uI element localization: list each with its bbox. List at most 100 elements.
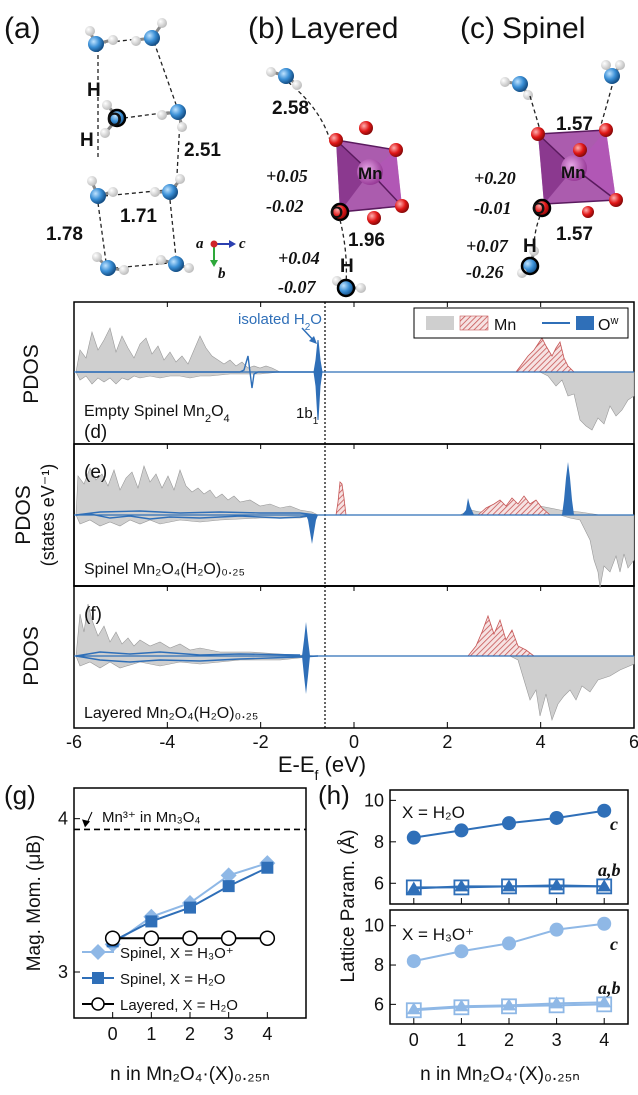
pdos-f-system: Layered Mn₂O₄(H₂O)₀.₂₅ <box>84 705 258 722</box>
y-axis-title-g: Mag. Mom. (μB) <box>24 835 45 972</box>
pdos-y-label-e: PDOS <box>12 485 35 545</box>
h-top-y-tick-1: 8 <box>374 832 384 852</box>
h-top-point-2-1 <box>453 879 470 896</box>
axis-a-label: a <box>196 236 204 252</box>
legend-g-item-1: Spinel, X = H₂O <box>82 971 225 988</box>
panel-label-f: (f) <box>84 604 102 625</box>
panel-label-h: (h) <box>318 780 350 810</box>
charge-b-3: +0.04 <box>278 248 320 268</box>
g-x-tick-1: 1 <box>146 1024 156 1044</box>
h-bottom-x-tick-1: 1 <box>456 1030 466 1050</box>
legend-ow-swatch <box>576 316 594 330</box>
h-top-y-tick-2: 10 <box>364 790 384 810</box>
y-axis-title-h: Lattice Param. (Å) <box>338 829 359 982</box>
pdos-x-tick-2: -2 <box>253 732 269 752</box>
h-top-point-0-1 <box>454 823 469 838</box>
distance-b-1: 2.58 <box>272 98 309 119</box>
h-bottom-point-0-3 <box>549 922 564 937</box>
g-x-tick-4: 4 <box>262 1024 272 1044</box>
pdos-d: (d) Empty Spinel Mn2O4 isolated H2O 1b1 … <box>74 307 635 443</box>
pdos-x-tick-1: -4 <box>159 732 175 752</box>
pdos-x-axis: -6 -4 -2 0 2 4 6 <box>66 302 638 752</box>
pdos-y-label-d: PDOS <box>20 344 43 404</box>
ow-peak-e-1 <box>306 515 318 544</box>
charge-c-3: +0.07 <box>466 236 509 256</box>
h-bottom-point-2-3 <box>548 997 565 1014</box>
pdos-f: (f) Layered Mn₂O₄(H₂O)₀.₂₅ <box>74 603 635 722</box>
g-point-2-1 <box>143 930 160 947</box>
legend-g-item-2: Layered, X = H₂O <box>82 997 238 1014</box>
h-top-point-0-2 <box>502 816 516 831</box>
panel-label-b: (b) <box>248 12 285 45</box>
water-molecules <box>85 18 194 276</box>
h-bottom-point-0-2 <box>502 936 516 951</box>
octahedron-b <box>329 121 409 225</box>
h-bottom-point-2-1 <box>453 999 470 1016</box>
h-top-point-0-3 <box>549 810 564 825</box>
g-point-1-1 <box>145 915 158 928</box>
distance-c-1: 1.57 <box>556 114 593 135</box>
panel-g-magnetic-moment: (g) 3 4 0 1 2 3 4 Mn³⁺ in Mn₃O₄ Mag. Mom. (μB)… <box>4 780 307 1085</box>
h-bottom-ab-label: a,b <box>598 978 621 998</box>
ow-peak-f <box>302 622 310 694</box>
h-top-title: X = H₂O <box>402 803 465 822</box>
chart-marks-h: 6 8 10 6 8 10 0 1 2 3 4 <box>364 790 613 1050</box>
pdos-x-axis-title: E-Ef (eV) <box>278 752 366 783</box>
h-top-point-2-4 <box>596 878 613 895</box>
atom-label-h1: H <box>87 80 101 101</box>
atom-label-mn-b: Mn <box>358 164 383 183</box>
distance-c-2: 1.57 <box>556 224 593 245</box>
atom-label-h-b: H <box>340 256 354 277</box>
charge-b-1: +0.05 <box>266 166 308 186</box>
panel-c: (c) Spinel 1.57 1.57 Mn O H <box>460 12 625 282</box>
pdos-e-system: Spinel Mn₂O₄(H₂O)₀.₂₅ <box>84 561 245 578</box>
pdos-legend: Mn Ow <box>413 307 629 339</box>
h-bottom-y-tick-0: 6 <box>374 994 384 1014</box>
legend-g-label-0: Spinel, X = H₃O⁺ <box>120 945 234 962</box>
h-bottom-series-line-2 <box>413 1003 605 1012</box>
atom-label-mn-c: Mn <box>561 163 586 182</box>
panel-label-d: (d) <box>84 422 107 443</box>
isolated-water-annotation: isolated H2O <box>238 311 322 333</box>
h-bottom-point-0-0 <box>406 954 421 969</box>
h-top-c-label: c <box>610 814 618 834</box>
distance-b-2: 1.96 <box>348 230 385 251</box>
pdos-x-tick-0: -6 <box>66 732 82 752</box>
chart-marks-g: 3 4 0 1 2 3 4 <box>58 809 306 1044</box>
h-top-point-0-4 <box>597 803 612 818</box>
charge-c-4: -0.26 <box>466 262 504 282</box>
atom-label-o: O <box>107 110 122 131</box>
atom-label-h-c: H <box>523 236 537 257</box>
h-bottom-point-2-0 <box>405 1002 422 1019</box>
panel-b: (b) Layered 2.58 1.96 Mn O H +0.05 <box>248 12 409 298</box>
h-bottom-point-2-4 <box>596 996 613 1013</box>
mn-pdos-e <box>476 495 552 516</box>
h-bottom-x-tick-3: 3 <box>552 1030 562 1050</box>
h-top-point-2-2 <box>501 878 517 895</box>
h-bottom-point-2-2 <box>501 998 517 1015</box>
ow-peak-e-2 <box>562 462 574 515</box>
distance-a-1: 2.51 <box>184 140 221 161</box>
atom-label-o-b: O <box>330 203 343 222</box>
h-bottom-y-tick-2: 10 <box>364 916 384 936</box>
g-point-1-4 <box>261 861 274 874</box>
octahedron-c <box>531 123 623 218</box>
legend-ow-label: Ow <box>598 315 618 334</box>
panel-h-lattice-parameters: (h) 6 8 10 6 8 10 0 1 2 3 4 X = H₂O X = H₃O⁺ c a,b… <box>318 780 629 1085</box>
g-point-2-3 <box>220 930 237 947</box>
panel-title-c: Spinel <box>502 12 585 45</box>
legend-g-label-2: Layered, X = H₂O <box>120 997 238 1014</box>
highlight-oxygen <box>107 108 127 128</box>
g-point-0-3 <box>220 867 237 884</box>
g-y-tick-0: 3 <box>58 962 68 982</box>
panel-label-g: (g) <box>4 780 36 810</box>
orbital-1b1-label: 1b1 <box>296 405 319 427</box>
pdos-e: (e) Spinel Mn₂O₄(H₂O)₀.₂₅ <box>74 462 635 589</box>
g-point-1-3 <box>222 880 235 893</box>
pdos-y-units-e: (states eV⁻¹) <box>38 464 58 567</box>
legend-total-swatch <box>426 316 454 330</box>
h-bottom-x-tick-0: 0 <box>409 1030 419 1050</box>
charge-c-1: +0.20 <box>474 168 516 188</box>
g-x-tick-3: 3 <box>224 1024 234 1044</box>
h-bottom-x-tick-2: 2 <box>504 1030 514 1050</box>
